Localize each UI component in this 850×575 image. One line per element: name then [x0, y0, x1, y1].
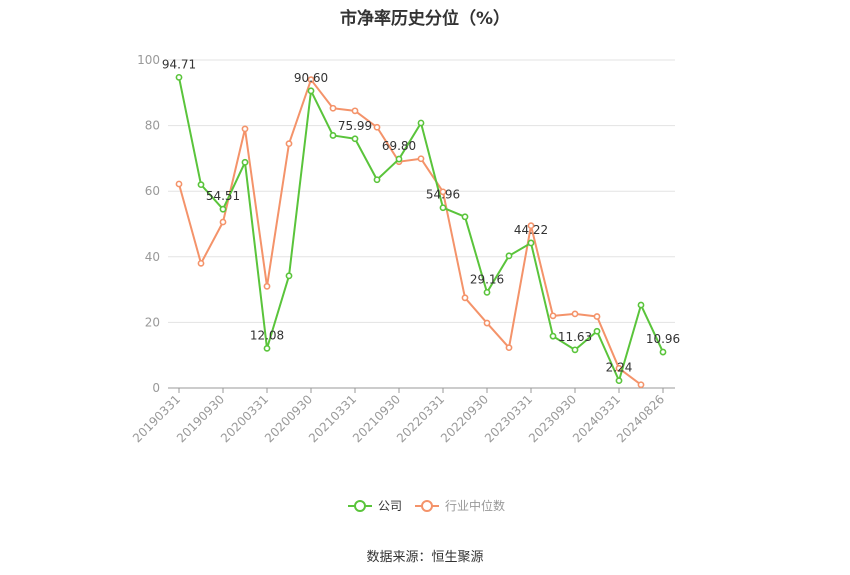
x-tick-label: 20240826	[614, 392, 667, 445]
data-point	[461, 213, 469, 221]
data-point	[439, 204, 447, 212]
data-point	[175, 180, 183, 188]
source-note: 数据来源：恒生聚源	[366, 550, 484, 565]
data-point	[395, 155, 403, 163]
data-point	[373, 176, 381, 184]
data-point	[505, 344, 513, 352]
data-point	[571, 310, 579, 318]
data-point	[329, 132, 337, 139]
series-line	[178, 78, 642, 386]
data-point	[351, 135, 359, 143]
data-label: 11.63	[558, 330, 592, 344]
data-point	[439, 188, 447, 196]
data-point	[483, 319, 491, 327]
data-point	[307, 76, 315, 84]
data-point	[263, 344, 271, 352]
data-point	[351, 107, 359, 115]
data-point	[637, 381, 645, 389]
data-label: 54.51	[206, 189, 240, 203]
legend-label: 公司	[378, 499, 402, 513]
grid-lines	[168, 59, 675, 323]
data-point	[219, 205, 227, 213]
legend-marker	[421, 500, 433, 512]
data-point	[549, 312, 557, 320]
data-point	[285, 272, 293, 280]
data-label: 10.96	[646, 332, 680, 346]
data-point	[549, 332, 557, 340]
legend-marker	[354, 500, 366, 512]
legend-item-industry: 行业中位数	[415, 498, 505, 513]
data-point	[197, 181, 205, 189]
data-label: 29.16	[470, 272, 504, 286]
y-axis-ticks: 0 20 40 60 80 100	[137, 53, 160, 395]
data-point	[285, 140, 293, 148]
data-point	[483, 288, 491, 296]
data-point	[659, 348, 667, 356]
data-label: 90.60	[294, 71, 328, 85]
data-point	[417, 119, 425, 127]
data-label: 75.99	[338, 119, 372, 133]
data-point	[241, 158, 249, 166]
data-point	[417, 155, 425, 163]
y-tick-label: 20	[145, 315, 160, 329]
data-point	[615, 377, 623, 385]
data-point	[307, 87, 315, 95]
y-tick-label: 100	[137, 53, 160, 67]
data-labels: 94.71 54.51 12.08 90.60 75.99 69.80 54.96 29.16…	[162, 57, 680, 374]
data-point	[593, 327, 601, 335]
data-point	[329, 104, 337, 112]
data-label: 54.96	[426, 188, 460, 202]
series-layer	[175, 73, 667, 389]
data-label: 2.24	[606, 361, 633, 375]
x-axis: 2019033120190930202003312020093020210331…	[130, 387, 675, 445]
data-point	[637, 301, 645, 309]
data-point	[219, 218, 227, 226]
data-label: 94.71	[162, 57, 196, 71]
y-tick-label: 40	[145, 250, 160, 264]
data-point	[263, 282, 271, 290]
y-tick-label: 60	[145, 184, 160, 198]
data-point	[527, 239, 535, 247]
data-point	[593, 313, 601, 320]
data-point	[175, 73, 183, 81]
y-tick-label: 0	[152, 381, 160, 395]
legend: 公司 行业中位数	[348, 498, 505, 513]
data-point	[527, 222, 535, 230]
legend-item-company: 公司	[348, 499, 402, 513]
data-point	[461, 294, 469, 302]
data-point	[197, 259, 205, 267]
data-label: 44.22	[514, 223, 548, 237]
y-tick-label: 80	[145, 119, 160, 133]
data-point	[241, 125, 249, 133]
data-point	[571, 346, 579, 354]
data-label: 12.08	[250, 328, 284, 342]
data-point	[505, 252, 513, 260]
data-point	[373, 123, 381, 131]
legend-label: 行业中位数	[445, 498, 505, 513]
chart-title: 市净率历史分位（%）	[339, 9, 511, 29]
data-label: 69.80	[382, 139, 416, 153]
